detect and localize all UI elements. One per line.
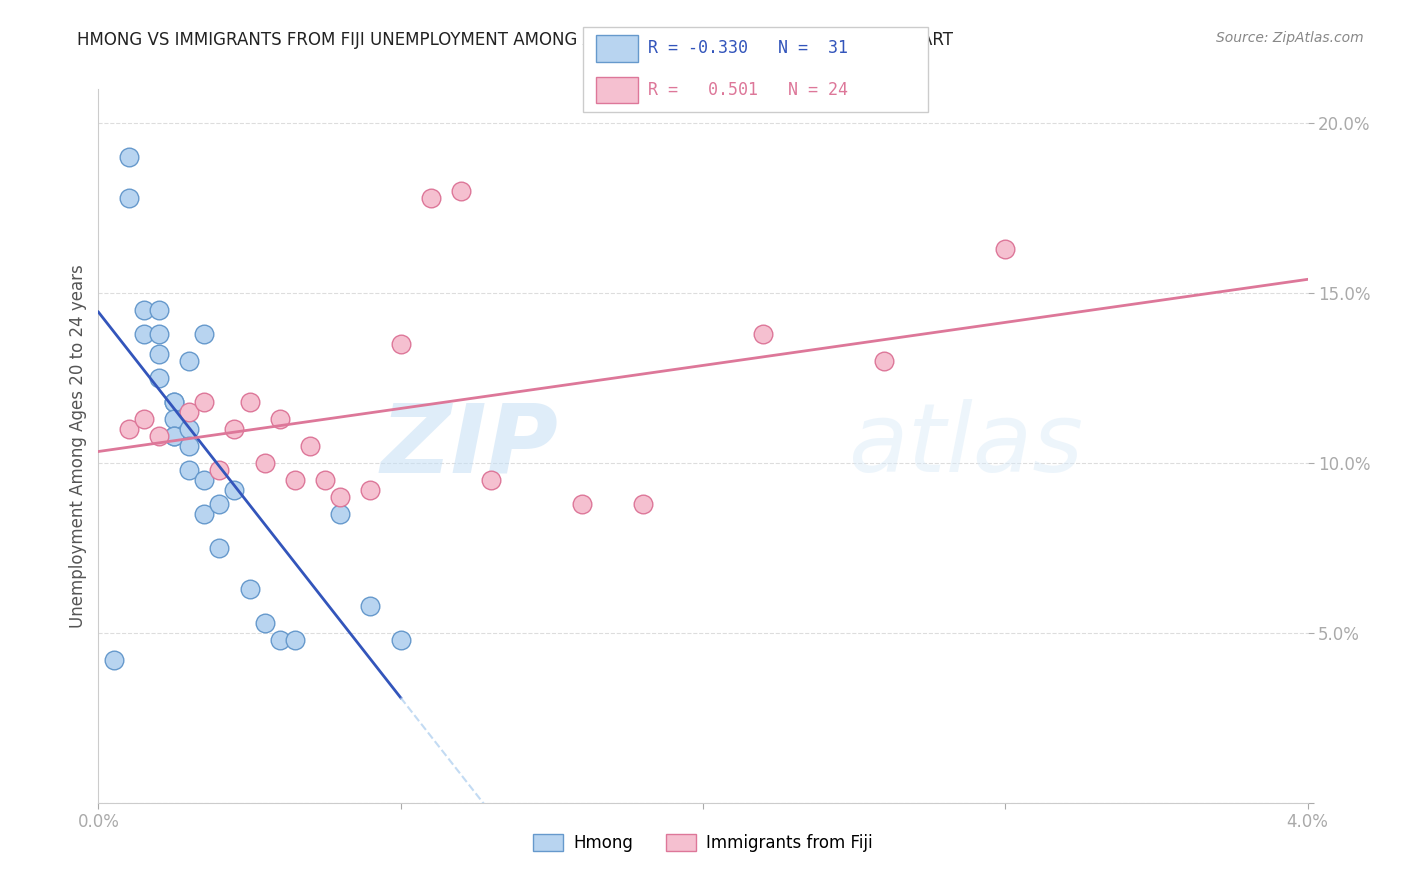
Point xyxy=(148,371,170,385)
Point xyxy=(118,191,141,205)
Point xyxy=(118,422,141,436)
Point xyxy=(269,632,291,647)
Point xyxy=(314,473,336,487)
Text: ZIP: ZIP xyxy=(380,400,558,492)
Point xyxy=(132,303,155,318)
Point xyxy=(179,405,201,419)
Point xyxy=(163,429,186,443)
Point xyxy=(208,463,231,477)
Point xyxy=(481,473,503,487)
Point xyxy=(329,490,352,504)
Legend: Hmong, Immigrants from Fiji: Hmong, Immigrants from Fiji xyxy=(526,827,880,859)
Text: HMONG VS IMMIGRANTS FROM FIJI UNEMPLOYMENT AMONG AGES 20 TO 24 YEARS CORRELATION: HMONG VS IMMIGRANTS FROM FIJI UNEMPLOYME… xyxy=(77,31,953,49)
Point xyxy=(148,326,170,341)
Text: atlas: atlas xyxy=(848,400,1083,492)
Point xyxy=(193,394,215,409)
Point xyxy=(148,303,170,318)
Point xyxy=(450,184,472,198)
Point xyxy=(284,632,307,647)
Point xyxy=(179,439,201,453)
Point xyxy=(163,412,186,426)
Text: R =   0.501   N = 24: R = 0.501 N = 24 xyxy=(648,81,848,99)
Point xyxy=(179,422,201,436)
Point xyxy=(208,541,231,555)
Point xyxy=(148,429,170,443)
Point xyxy=(994,242,1017,256)
Point xyxy=(253,456,276,470)
Point xyxy=(224,483,246,498)
Point xyxy=(269,412,291,426)
Point xyxy=(163,394,186,409)
Point xyxy=(208,497,231,511)
Point xyxy=(179,354,201,368)
Point xyxy=(752,326,775,341)
Text: R = -0.330   N =  31: R = -0.330 N = 31 xyxy=(648,39,848,57)
Point xyxy=(193,326,215,341)
Point xyxy=(224,422,246,436)
Point xyxy=(329,507,352,521)
Point xyxy=(239,394,262,409)
Point xyxy=(420,191,443,205)
Point xyxy=(284,473,307,487)
Point xyxy=(360,599,382,613)
Point xyxy=(179,463,201,477)
Point xyxy=(299,439,322,453)
Point xyxy=(239,582,262,596)
Point xyxy=(148,347,170,361)
Point xyxy=(163,429,186,443)
Point xyxy=(103,653,125,667)
Point xyxy=(193,507,215,521)
Point xyxy=(132,412,155,426)
Text: Source: ZipAtlas.com: Source: ZipAtlas.com xyxy=(1216,31,1364,45)
Point xyxy=(253,615,276,630)
Point xyxy=(360,483,382,498)
Y-axis label: Unemployment Among Ages 20 to 24 years: Unemployment Among Ages 20 to 24 years xyxy=(69,264,87,628)
Point xyxy=(118,150,141,164)
Point xyxy=(193,473,215,487)
Point xyxy=(163,394,186,409)
Point xyxy=(631,497,654,511)
Point xyxy=(873,354,896,368)
Point xyxy=(389,337,412,351)
Point xyxy=(132,326,155,341)
Point xyxy=(389,632,412,647)
Point xyxy=(571,497,593,511)
